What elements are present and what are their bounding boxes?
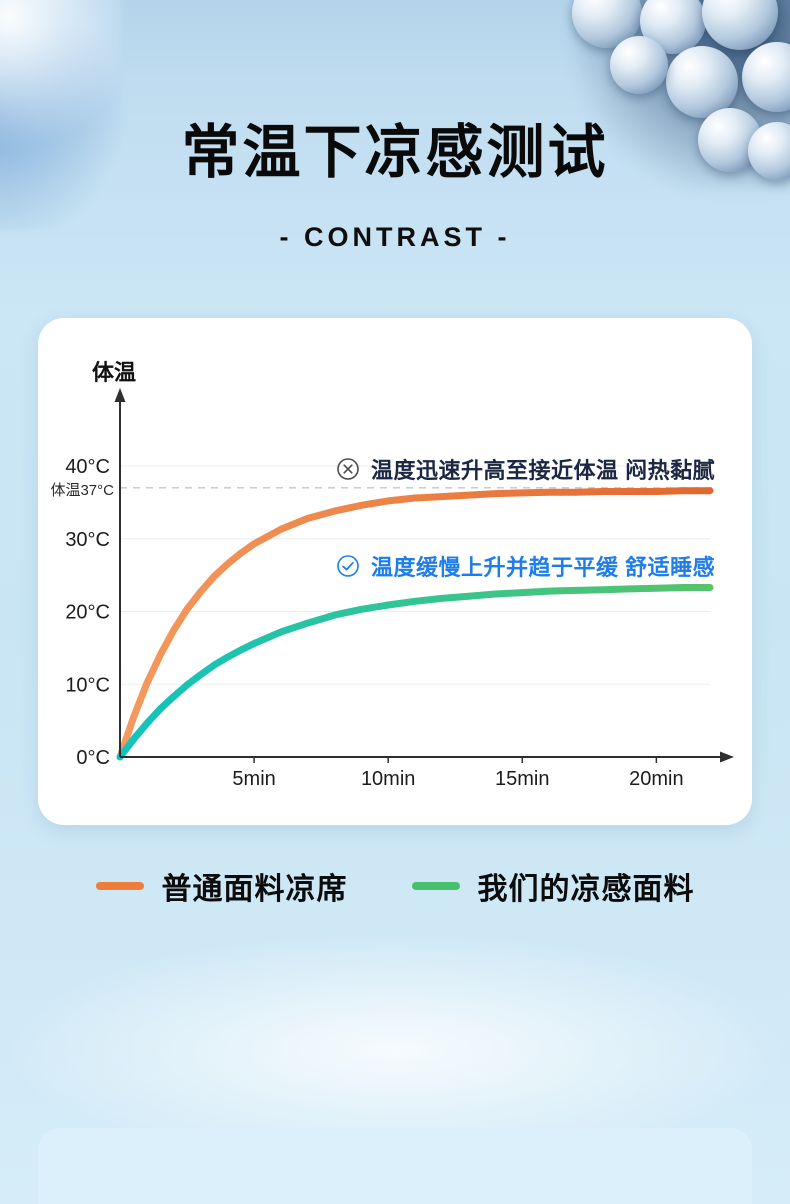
decorative-bubbles-image [540,0,790,190]
x-tick-label: 20min [629,768,683,790]
y-axis-arrow [114,388,126,402]
curve-ordinary-mat [116,487,714,761]
curve-cooling-fabric [116,584,714,761]
next-section-panel [38,1128,752,1204]
legend-swatch-orange [95,882,144,890]
circle-x-icon [336,457,360,481]
y-tick-label: 10°C [65,674,110,696]
legend-swatch-green [411,882,460,890]
y-axis-title: 体温 [92,360,136,385]
x-axis-arrow [720,751,734,763]
legend-label: 普通面料凉席 [161,873,348,906]
chart-card: 5min 10min 15min 20min 0°C 10°C 20°C 30°C 40°C 体温… [38,318,752,825]
bubble-sphere [742,42,790,112]
annotation-cooling-fabric: 温度缓慢上升并趋于平缓 舒适睡感 [336,550,715,582]
decorative-ice-image [0,0,122,230]
bubble-sphere [610,36,668,94]
x-tick-label: 5min [232,768,275,790]
page-title: 常温下凉感测试 [181,120,609,185]
x-tick-label: 10min [361,768,415,790]
reference-line-label: 体温37°C [50,482,114,499]
y-tick-label: 20°C [65,602,110,624]
chart-legend: 普通面料凉席 我们的凉感面料 [0,864,790,908]
annotation-text: 温度迅速升高至接近体温 闷热黏腻 [371,458,716,483]
y-tick-label: 0°C [76,747,110,769]
page-subtitle: - CONTRAST - [279,222,511,252]
x-tick-label: 15min [495,768,549,790]
circle-check-icon [336,554,360,578]
legend-item-ordinary-mat: 普通面料凉席 [95,864,348,908]
bubble-sphere [748,122,790,180]
bubble-sphere [666,46,738,118]
y-tick-label: 40°C [65,456,110,478]
legend-label: 我们的凉感面料 [477,873,695,906]
legend-item-cooling-fabric: 我们的凉感面料 [411,864,695,908]
annotation-text: 温度缓慢上升并趋于平缓 舒适睡感 [371,555,716,580]
temperature-line-chart: 5min 10min 15min 20min 0°C 10°C 20°C 30°C 40°C 体温… [50,360,734,790]
y-tick-label: 30°C [65,529,110,551]
annotation-ordinary-mat: 温度迅速升高至接近体温 闷热黏腻 [336,453,715,485]
